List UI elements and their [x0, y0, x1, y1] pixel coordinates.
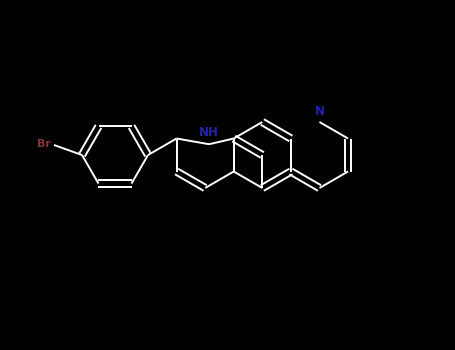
Text: NH: NH: [199, 126, 219, 139]
Text: N: N: [314, 105, 324, 118]
Text: Br: Br: [37, 139, 51, 149]
